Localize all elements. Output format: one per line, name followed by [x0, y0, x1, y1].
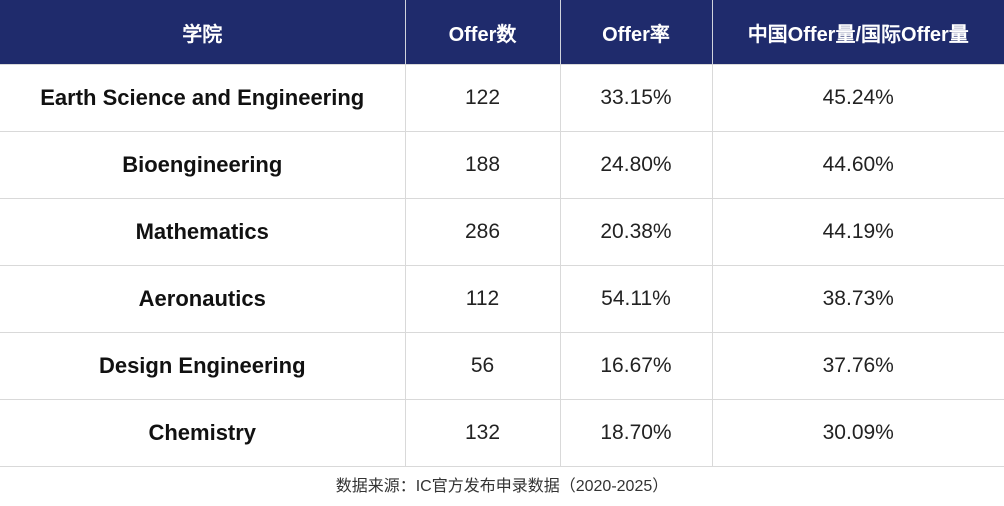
value-cell: 44.19%: [711, 198, 1004, 266]
value-cell: 132: [404, 399, 561, 467]
value-cell: 20.38%: [559, 198, 713, 266]
table-row: Mathematics 286 20.38% 44.19%: [0, 198, 1004, 266]
value-cell: 56: [404, 332, 561, 400]
value-cell: 286: [404, 198, 561, 266]
value-cell: 54.11%: [559, 265, 713, 333]
value-cell: 45.24%: [711, 64, 1004, 132]
value-cell: 18.70%: [559, 399, 713, 467]
school-cell: Chemistry: [0, 399, 406, 467]
table-row: Earth Science and Engineering 122 33.15% 45…: [0, 64, 1004, 132]
table-row: Chemistry 132 18.70% 30.09%: [0, 399, 1004, 467]
value-cell: 38.73%: [711, 265, 1004, 333]
value-cell: 44.60%: [711, 131, 1004, 199]
header-cell: 学院: [0, 0, 406, 65]
school-cell: Design Engineering: [0, 332, 406, 400]
value-cell: 30.09%: [711, 399, 1004, 467]
header-cell: Offer率: [560, 0, 713, 65]
table-body: Earth Science and Engineering 122 33.15% 45…: [0, 64, 1004, 467]
value-cell: 188: [404, 131, 561, 199]
header-row: 学院 Offer数 Offer率 中国Offer量/国际Offer量: [0, 0, 1004, 65]
school-cell: Aeronautics: [0, 265, 406, 333]
school-cell: Bioengineering: [0, 131, 406, 199]
table-row: Design Engineering 56 16.67% 37.76%: [0, 332, 1004, 400]
value-cell: 16.67%: [559, 332, 713, 400]
value-cell: 24.80%: [559, 131, 713, 199]
value-cell: 122: [404, 64, 561, 132]
header-cell: Offer数: [405, 0, 561, 65]
value-cell: 33.15%: [559, 64, 713, 132]
data-table: 学院 Offer数 Offer率 中国Offer量/国际Offer量 Earth Sc…: [0, 0, 1004, 467]
source-note: 数据来源：IC官方发布申录数据（2020-2025）: [335, 478, 669, 495]
school-cell: Earth Science and Engineering: [0, 64, 406, 132]
school-cell: Mathematics: [0, 198, 406, 266]
table-row: Bioengineering 188 24.80% 44.60%: [0, 131, 1004, 199]
value-cell: 112: [404, 265, 561, 333]
value-cell: 37.76%: [711, 332, 1004, 400]
header-cell: 中国Offer量/国际Offer量: [712, 0, 1004, 65]
table-row: Aeronautics 112 54.11% 38.73%: [0, 265, 1004, 333]
